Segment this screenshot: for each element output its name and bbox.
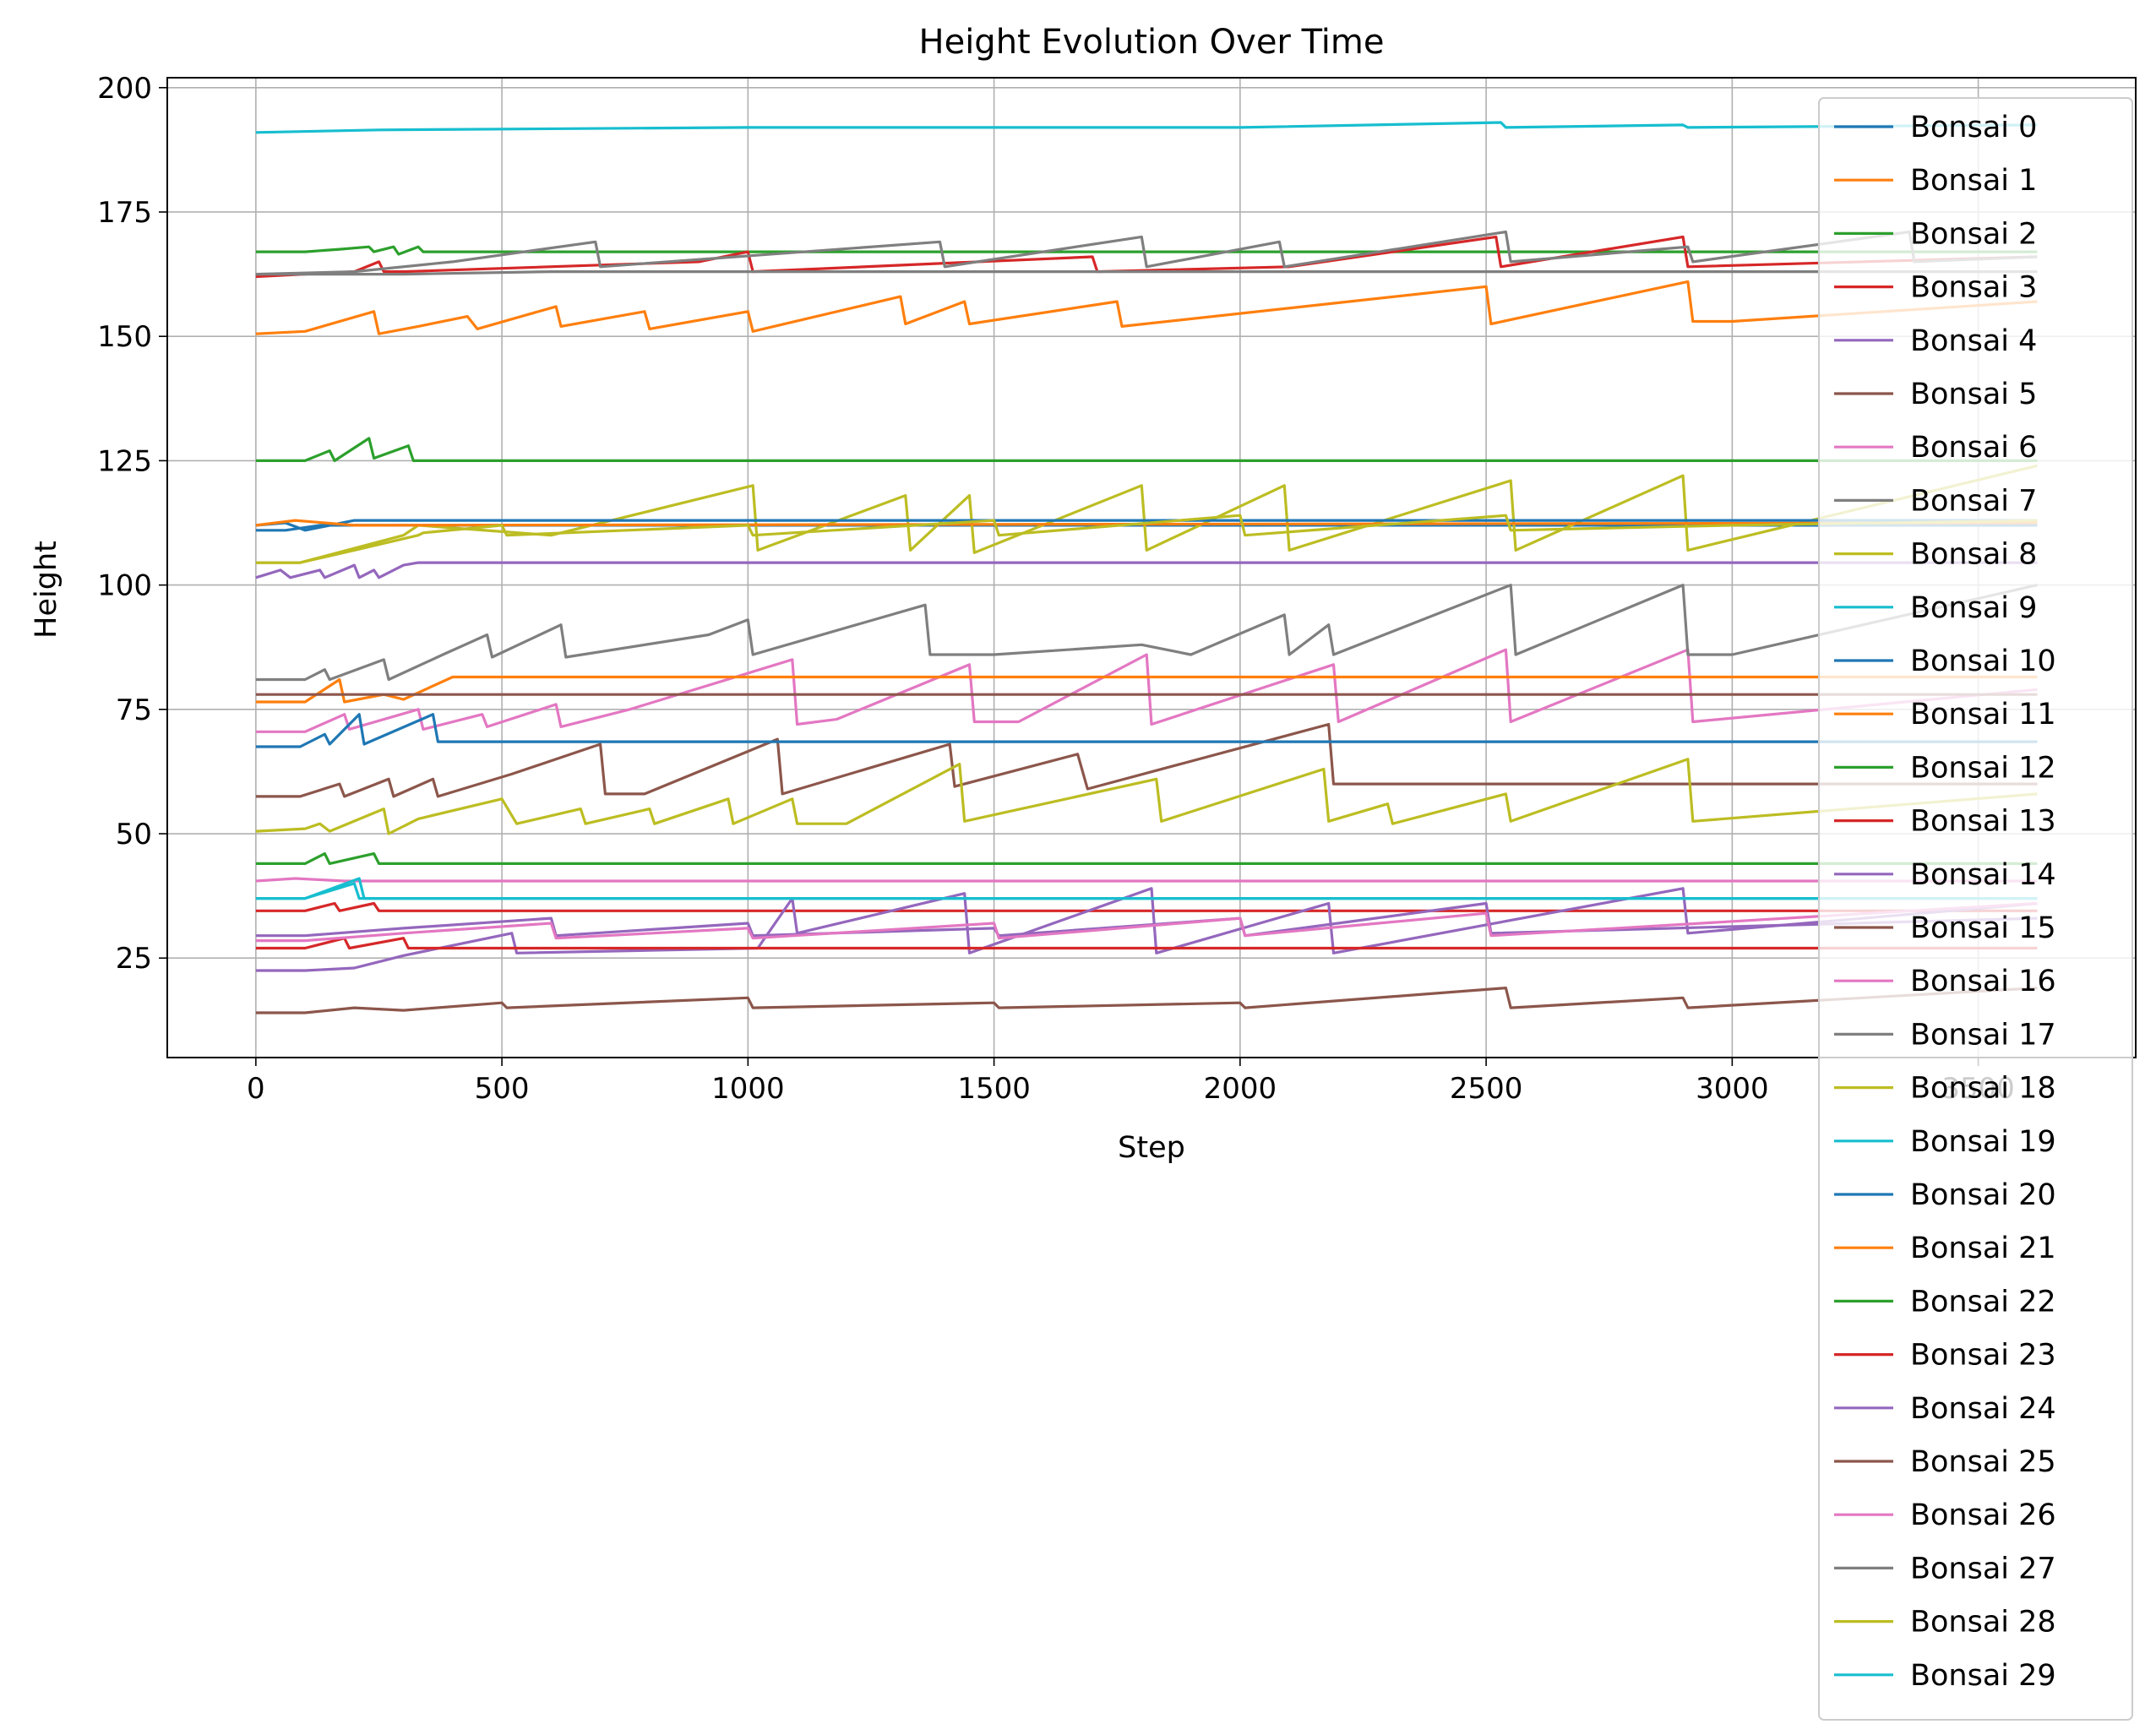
legend-label: Bonsai 3: [1910, 271, 2037, 305]
legend-label: Bonsai 12: [1910, 751, 2056, 785]
series-line-bonsai-13: [255, 901, 2038, 912]
legend-label: Bonsai 5: [1910, 378, 2037, 411]
x-tick-label: 2000: [1204, 1072, 1277, 1106]
y-axis-label: Height: [30, 541, 63, 639]
y-tick-label: 50: [116, 818, 152, 851]
series-line-bonsai-12: [255, 437, 2038, 462]
x-tick-label: 1000: [711, 1072, 785, 1106]
chart-title: Height Evolution Over Time: [919, 23, 1385, 62]
y-tick-label: 150: [97, 320, 152, 354]
series-line-bonsai-11: [255, 675, 2038, 704]
legend-label: Bonsai 28: [1910, 1606, 2056, 1640]
legend-label: Bonsai 0: [1910, 111, 2037, 144]
series-line-bonsai-25: [255, 987, 2038, 1014]
series-line-bonsai-26: [255, 901, 2038, 943]
series-line-bonsai-28: [255, 514, 2038, 564]
x-axis-ticks: 0500100015002000250030003500: [247, 1058, 2015, 1106]
x-axis-label: Step: [1118, 1131, 1185, 1165]
series-line-bonsai-23: [255, 937, 2038, 950]
legend-label: Bonsai 26: [1910, 1498, 2056, 1532]
series-line-bonsai-27: [255, 230, 2038, 276]
y-tick-label: 200: [97, 72, 152, 106]
legend-label: Bonsai 1: [1910, 164, 2037, 198]
legend-label: Bonsai 14: [1910, 858, 2056, 892]
legend: Bonsai 0 Bonsai 1 Bonsai 2 Bonsai 3 Bonsai 4…: [1818, 97, 2133, 1721]
legend-label: Bonsai 9: [1910, 591, 2037, 625]
legend-label: Bonsai 7: [1910, 484, 2037, 518]
x-tick-label: 2500: [1450, 1072, 1523, 1106]
x-tick-label: 0: [247, 1072, 265, 1106]
series-lines: [255, 121, 2038, 1014]
legend-box: [1818, 97, 2133, 1721]
y-tick-label: 25: [116, 942, 152, 976]
legend-label: Bonsai 24: [1910, 1392, 2056, 1426]
x-tick-label: 1500: [957, 1072, 1031, 1106]
series-line-bonsai-21: [255, 519, 2038, 527]
y-tick-label: 125: [97, 444, 152, 478]
legend-label: Bonsai 4: [1910, 324, 2037, 358]
legend-label: Bonsai 11: [1910, 698, 2056, 731]
plot-frame: [166, 77, 2137, 1058]
series-line-bonsai-17: [255, 584, 2038, 682]
series-line-bonsai-9: [255, 121, 2038, 134]
series-line-bonsai-7: [255, 270, 2038, 276]
legend-label: Bonsai 2: [1910, 217, 2037, 251]
series-line-bonsai-16: [255, 877, 2038, 883]
legend-label: Bonsai 20: [1910, 1178, 2056, 1212]
series-line-bonsai-5: [255, 722, 2038, 798]
legend-label: Bonsai 21: [1910, 1232, 2056, 1265]
x-tick-label: 3000: [1696, 1072, 1769, 1106]
series-line-bonsai-1: [255, 280, 2038, 335]
legend-label: Bonsai 13: [1910, 805, 2056, 839]
y-tick-label: 100: [97, 569, 152, 603]
series-line-bonsai-3: [255, 235, 2038, 279]
series-line-bonsai-10: [255, 713, 2038, 748]
y-axis-ticks: 25 50 75 100 125 150 175 200: [97, 72, 167, 976]
y-tick-label: 175: [97, 196, 152, 230]
legend-label: Bonsai 19: [1910, 1125, 2056, 1159]
legend-label: Bonsai 29: [1910, 1659, 2056, 1693]
series-line-bonsai-4: [255, 561, 2038, 579]
series-line-bonsai-14: [255, 887, 2038, 972]
series-line-bonsai-18: [255, 758, 2038, 835]
series-line-bonsai-29: [255, 882, 2038, 900]
series-line-bonsai-22: [255, 852, 2038, 865]
legend-label: Bonsai 27: [1910, 1552, 2056, 1585]
legend-label: Bonsai 15: [1910, 911, 2056, 945]
y-tick-label: 75: [116, 693, 152, 727]
series-line-bonsai-2: [255, 245, 2038, 256]
legend-label: Bonsai 25: [1910, 1445, 2056, 1479]
legend-label: Bonsai 8: [1910, 538, 2037, 572]
legend-label: Bonsai 17: [1910, 1018, 2056, 1052]
legend-label: Bonsai 22: [1910, 1285, 2056, 1319]
legend-label: Bonsai 6: [1910, 431, 2037, 465]
x-tick-label: 500: [475, 1072, 530, 1106]
series-line-bonsai-6: [255, 648, 2038, 733]
legend-label: Bonsai 23: [1910, 1339, 2056, 1373]
legend-label: Bonsai 10: [1910, 644, 2056, 678]
legend-label: Bonsai 16: [1910, 965, 2056, 998]
legend-label: Bonsai 18: [1910, 1072, 2056, 1106]
